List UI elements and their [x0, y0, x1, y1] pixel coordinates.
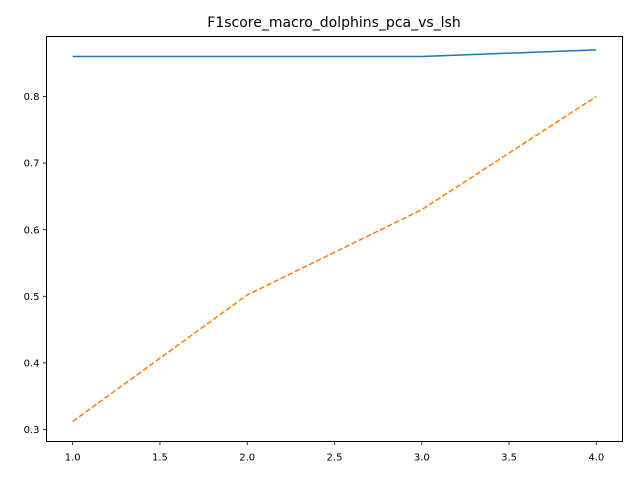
x-tick-label: 2.5 — [327, 453, 343, 464]
y-tick-label: 0.8 — [24, 92, 40, 103]
x-tick-label: 4.0 — [588, 453, 604, 464]
chart-title: F1score_macro_dolphins_pca_vs_lsh — [207, 15, 460, 31]
y-axis-ticks: 0.3 0.4 0.5 0.6 0.7 0.8 — [24, 92, 47, 436]
y-tick-label: 0.3 — [24, 425, 40, 436]
series-1-line — [72, 49, 597, 58]
series-2-line — [72, 95, 597, 423]
x-axis-ticks: 1.0 1.5 2.0 2.5 3.0 3.5 4.0 — [65, 441, 604, 464]
x-tick-label: 2.0 — [239, 453, 255, 464]
y-tick-label: 0.7 — [24, 159, 40, 170]
x-tick-label: 3.0 — [414, 453, 430, 464]
x-tick-label: 1.0 — [65, 453, 81, 464]
plot-frame — [46, 36, 623, 442]
series-layer — [72, 49, 597, 423]
y-tick-label: 0.4 — [24, 358, 40, 369]
x-tick-label: 1.5 — [152, 453, 168, 464]
x-tick-label: 3.5 — [501, 453, 517, 464]
y-tick-label: 0.6 — [24, 225, 40, 236]
y-tick-label: 0.5 — [24, 292, 40, 303]
